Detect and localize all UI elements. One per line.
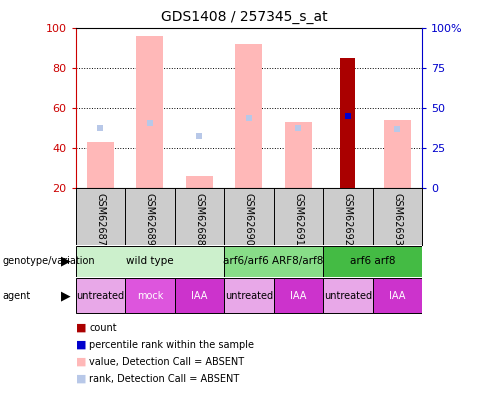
Text: genotype/variation: genotype/variation bbox=[2, 256, 95, 266]
Bar bbox=[274, 278, 323, 313]
Text: wild type: wild type bbox=[126, 256, 174, 266]
Bar bbox=[373, 278, 422, 313]
Text: arf6/arf6 ARF8/arf8: arf6/arf6 ARF8/arf8 bbox=[224, 256, 324, 266]
Text: IAA: IAA bbox=[389, 291, 406, 301]
Text: GDS1408 / 257345_s_at: GDS1408 / 257345_s_at bbox=[161, 10, 327, 24]
Bar bbox=[235, 44, 263, 188]
Text: untreated: untreated bbox=[324, 291, 372, 301]
Text: ■: ■ bbox=[76, 340, 86, 350]
Text: ■: ■ bbox=[76, 323, 86, 333]
Text: GSM62689: GSM62689 bbox=[145, 193, 155, 246]
Text: agent: agent bbox=[2, 291, 31, 301]
Text: rank, Detection Call = ABSENT: rank, Detection Call = ABSENT bbox=[89, 374, 240, 384]
Bar bbox=[125, 278, 175, 313]
Text: count: count bbox=[89, 323, 117, 333]
Text: GSM62692: GSM62692 bbox=[343, 193, 353, 246]
Text: GSM62691: GSM62691 bbox=[293, 193, 304, 246]
Text: value, Detection Call = ABSENT: value, Detection Call = ABSENT bbox=[89, 357, 244, 367]
Text: mock: mock bbox=[137, 291, 163, 301]
Bar bbox=[224, 278, 274, 313]
Text: untreated: untreated bbox=[225, 291, 273, 301]
Bar bbox=[224, 246, 323, 277]
Text: untreated: untreated bbox=[76, 291, 124, 301]
Text: ▶: ▶ bbox=[61, 255, 71, 268]
Bar bbox=[87, 142, 114, 188]
Bar bbox=[175, 278, 224, 313]
Text: percentile rank within the sample: percentile rank within the sample bbox=[89, 340, 254, 350]
Bar bbox=[76, 246, 224, 277]
Bar bbox=[136, 36, 163, 188]
Text: IAA: IAA bbox=[191, 291, 207, 301]
Text: GSM62693: GSM62693 bbox=[392, 193, 403, 246]
Bar bbox=[323, 278, 373, 313]
Bar bbox=[323, 246, 422, 277]
Bar bbox=[341, 58, 355, 188]
Bar bbox=[186, 176, 213, 188]
Text: GSM62690: GSM62690 bbox=[244, 193, 254, 246]
Text: ▶: ▶ bbox=[61, 289, 71, 302]
Text: ■: ■ bbox=[76, 374, 86, 384]
Text: IAA: IAA bbox=[290, 291, 306, 301]
Bar bbox=[76, 278, 125, 313]
Text: GSM62688: GSM62688 bbox=[194, 193, 204, 246]
Text: GSM62687: GSM62687 bbox=[95, 193, 105, 246]
Bar bbox=[384, 120, 411, 188]
Text: ■: ■ bbox=[76, 357, 86, 367]
Bar bbox=[285, 122, 312, 188]
Text: arf6 arf8: arf6 arf8 bbox=[350, 256, 395, 266]
